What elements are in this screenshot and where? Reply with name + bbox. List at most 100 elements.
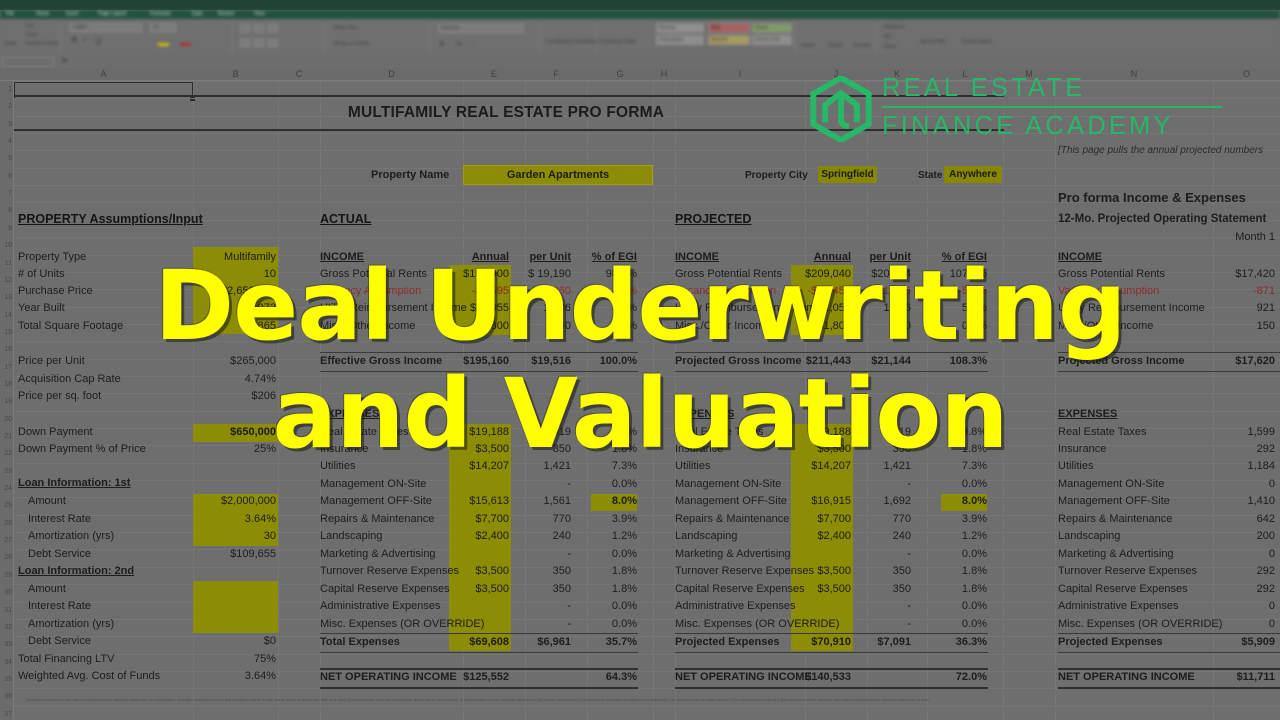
row-header-8[interactable]: 8 (8, 207, 12, 215)
column-header-A[interactable]: A (100, 69, 107, 79)
row-header-24[interactable]: 24 (4, 485, 12, 493)
ribbon-group-alignment[interactable] (234, 21, 324, 54)
column-header-G[interactable]: G (616, 69, 624, 79)
actual-expense-annual-0[interactable]: $19,188 (469, 426, 509, 438)
assumption-value-purchase-price[interactable]: $2,650,000 (220, 285, 276, 297)
assumption-value-units[interactable]: 10 (263, 268, 276, 280)
assumption-value-down-payment[interactable]: $650,000 (230, 426, 276, 438)
row-header-29[interactable]: 29 (4, 571, 12, 579)
align-middle-icon[interactable] (254, 24, 264, 32)
actual-income-annual-0[interactable]: $191,900 (463, 268, 509, 280)
ribbon-group-styles-buttons[interactable]: Conditional Formatting (542, 21, 596, 54)
cut-button[interactable]: Cut (26, 23, 34, 29)
ribbon-tab-file[interactable]: File (6, 11, 15, 17)
loan1-value-amortization[interactable]: 30 (263, 530, 276, 542)
column-header-K[interactable]: K (893, 69, 900, 79)
cell-style-neutral[interactable] (708, 35, 750, 45)
ribbon-tab-strip[interactable]: File Home Insert Page Layout Formulas Da… (0, 10, 1280, 19)
actual-expense-annual-9[interactable]: $3,500 (475, 583, 509, 595)
loan1-value-interest-rate[interactable]: 3.64% (244, 513, 276, 525)
cell-style-good[interactable] (752, 23, 792, 33)
row-header-gutter[interactable]: 1 2 3 4 5 6 7 8 9 10 11 12 13 14 15 16 17 18 19 20 21 22 23 24 2… (0, 81, 14, 720)
projected-income-annual-0[interactable]: $209,040 (805, 268, 851, 280)
actual-expense-annual-8[interactable]: $3,500 (475, 565, 509, 577)
row-header-20[interactable]: 20 (4, 415, 12, 423)
row-header-5[interactable]: 5 (8, 155, 12, 163)
row-header-25[interactable]: 25 (4, 502, 12, 510)
ribbon-group-wrap-merge[interactable]: Wrap Text Merge & Center (326, 21, 430, 54)
projected-expense-annual-8[interactable]: $3,500 (817, 565, 851, 577)
wrap-text-button[interactable]: Wrap Text (334, 25, 357, 31)
column-header-C[interactable]: C (295, 69, 303, 79)
row-header-35[interactable]: 35 (4, 675, 12, 683)
column-header-I[interactable]: I (738, 69, 742, 79)
cell-style-bad[interactable] (708, 23, 750, 33)
projected-expense-input-block[interactable] (791, 424, 853, 651)
align-bottom-icon[interactable] (268, 24, 278, 32)
row-header-31[interactable]: 31 (4, 606, 12, 614)
row-header-1[interactable]: 1 (8, 86, 12, 93)
actual-income-annual-1[interactable]: -$9,595 (471, 285, 509, 297)
loan1-value-amount[interactable]: $2,000,000 (220, 495, 276, 507)
italic-button[interactable]: I (84, 37, 86, 44)
row-header-2[interactable]: 2 (8, 103, 12, 111)
excel-ribbon[interactable]: File Home Insert Page Layout Formulas Da… (0, 10, 1280, 56)
bold-button[interactable]: B (72, 37, 78, 44)
align-left-icon[interactable] (240, 39, 250, 47)
assumption-value-year-built[interactable]: 1972 (251, 302, 276, 314)
row-header-28[interactable]: 28 (4, 554, 12, 562)
ribbon-group-cell-styles[interactable]: Normal Bad Good Calculation Neutral Chec… (652, 21, 796, 54)
font-color-icon[interactable] (180, 43, 191, 46)
merge-center-button[interactable]: Merge & Center (334, 41, 370, 47)
ribbon-tab-insert[interactable]: Insert (66, 11, 79, 17)
actual-expense-input-block[interactable] (449, 424, 511, 651)
sort-filter-button[interactable]: Sort & Filter (920, 39, 947, 45)
projected-expense-annual-2[interactable]: $14,207 (811, 460, 851, 472)
projected-income-annual-1[interactable]: -$10,452 (807, 285, 851, 297)
actual-income-input-block[interactable] (449, 265, 511, 335)
row-header-4[interactable]: 4 (8, 138, 12, 146)
column-header-strip[interactable]: A B C D E F G H I J K L M N O (0, 68, 1280, 81)
row-header-11[interactable]: 11 (4, 259, 12, 267)
row-header-33[interactable]: 33 (4, 641, 12, 649)
actual-mgmt-offsite-pct-highlight[interactable] (591, 494, 637, 511)
ribbon-group-clipboard[interactable]: Paste Cut Copy Format Painter (2, 21, 60, 54)
align-center-icon[interactable] (254, 39, 264, 47)
actual-expense-annual-2[interactable]: $14,207 (469, 460, 509, 472)
actual-expense-annual-1[interactable]: $3,500 (475, 443, 509, 455)
ribbon-tab-home[interactable]: Home (36, 11, 50, 17)
projected-expense-annual-6[interactable]: $2,400 (817, 530, 851, 542)
projected-income-input-block[interactable] (791, 265, 853, 335)
row-header-34[interactable]: 34 (4, 658, 12, 666)
cell-style-normal[interactable] (656, 23, 704, 33)
actual-expense-annual-6[interactable]: $2,400 (475, 530, 509, 542)
ribbon-group-font[interactable]: Calibri 11 B I U (62, 21, 232, 54)
projected-expense-annual-9[interactable]: $3,500 (817, 583, 851, 595)
down-payment-input[interactable] (193, 424, 278, 442)
cell-style-check[interactable] (752, 35, 792, 45)
find-select-button[interactable]: Find & Select (962, 39, 992, 45)
autosum-button[interactable]: AutoSum (884, 24, 905, 30)
row-header-10[interactable]: 10 (4, 242, 12, 250)
property-name-input[interactable] (463, 165, 653, 185)
row-header-21[interactable]: 21 (4, 433, 12, 440)
number-format-box[interactable] (438, 24, 524, 33)
format-button[interactable]: Format (854, 43, 870, 49)
copy-button[interactable]: Copy (26, 32, 38, 38)
fill-button[interactable]: Fill (884, 34, 891, 40)
actual-expense-annual-5[interactable]: $7,700 (475, 513, 509, 525)
row-header-26[interactable]: 26 (4, 519, 12, 527)
row-header-32[interactable]: 32 (4, 623, 12, 631)
actual-income-annual-2[interactable]: $11,055 (470, 302, 509, 314)
ribbon-tab-review[interactable]: Review (218, 11, 235, 17)
row-header-19[interactable]: 19 (4, 398, 12, 406)
row-header-15[interactable]: 15 (4, 328, 12, 336)
projected-income-annual-3[interactable]: $1,800 (817, 320, 851, 332)
column-header-H[interactable]: H (660, 69, 668, 79)
insert-button[interactable]: Insert (802, 43, 815, 49)
ribbon-group-number[interactable]: General $ % , (432, 21, 540, 54)
delete-button[interactable]: Delete (828, 43, 843, 49)
row-header-23[interactable]: 23 (4, 467, 12, 475)
column-header-L[interactable]: L (962, 69, 968, 79)
paste-button[interactable]: Paste (4, 41, 17, 47)
